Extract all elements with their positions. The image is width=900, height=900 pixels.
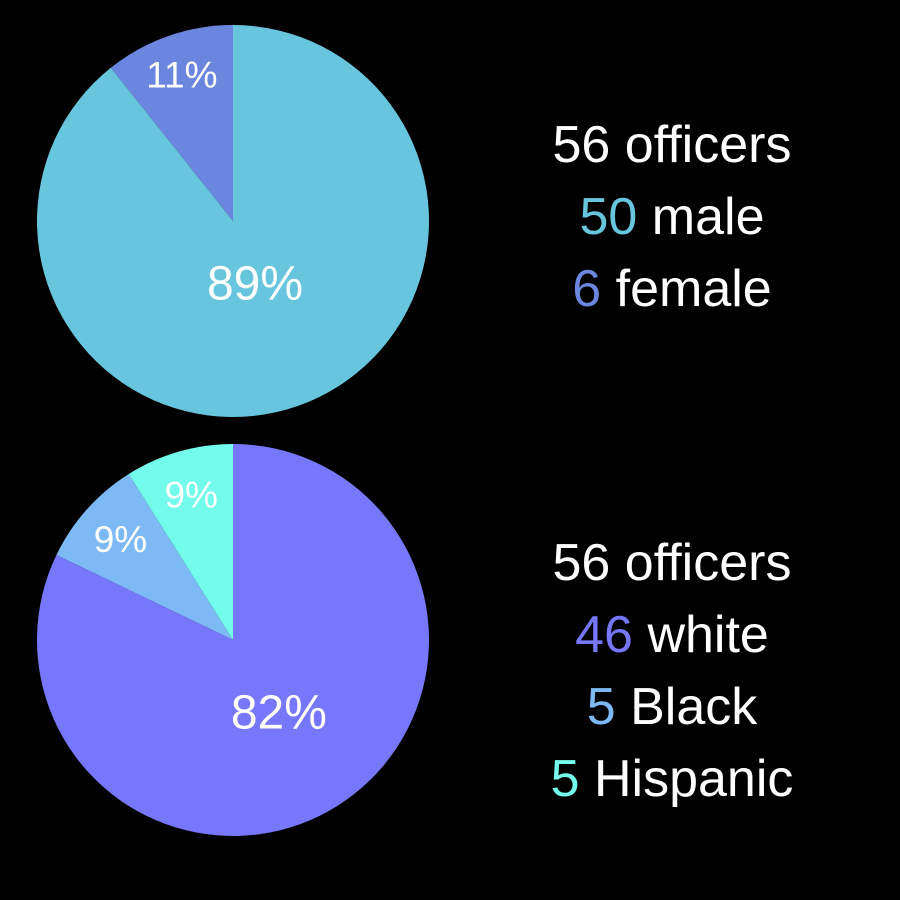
race-slice-label-hispanic: 9%: [164, 474, 217, 515]
gender-slice-label-male: 89%: [207, 257, 303, 310]
gender-legend: 56 officers 50 male 6 female: [472, 109, 872, 325]
hispanic-count: 5: [550, 750, 580, 808]
female-count: 6: [572, 260, 602, 318]
gender-legend-row-male: 50 male: [472, 181, 872, 253]
gender-legend-row-female: 6 female: [472, 253, 872, 325]
white-count: 46: [575, 606, 633, 664]
race-slice-label-black: 9%: [94, 519, 147, 560]
gender-slice-female: [110, 25, 233, 221]
female-label: female: [615, 260, 772, 318]
race-slice-label-white: 82%: [231, 687, 327, 740]
white-label: white: [647, 606, 769, 664]
race-slice-white: [36, 444, 430, 837]
gender-slice-male: [36, 25, 430, 417]
male-label: male: [651, 188, 765, 246]
male-count: 50: [579, 188, 638, 246]
race-pie: 9% 9% 82%: [36, 444, 430, 837]
race-legend-row-white: 46 white: [472, 599, 872, 671]
hispanic-label: Hispanic: [593, 750, 794, 808]
gender-slice-label-female: 11%: [146, 54, 217, 95]
gender-pie: 11% 89%: [36, 25, 430, 417]
race-legend-row-hispanic: 5 Hispanic: [472, 743, 872, 815]
race-legend-row-black: 5 Black: [472, 671, 872, 743]
race-slice-black: [56, 474, 234, 640]
race-slice-hispanic: [128, 444, 233, 640]
black-label: Black: [630, 678, 758, 736]
race-total: 56 officers: [552, 534, 792, 592]
black-count: 5: [586, 678, 616, 736]
gender-total: 56 officers: [552, 116, 792, 174]
race-legend: 56 officers 46 white 5 Black 5 Hispanic: [472, 527, 872, 815]
